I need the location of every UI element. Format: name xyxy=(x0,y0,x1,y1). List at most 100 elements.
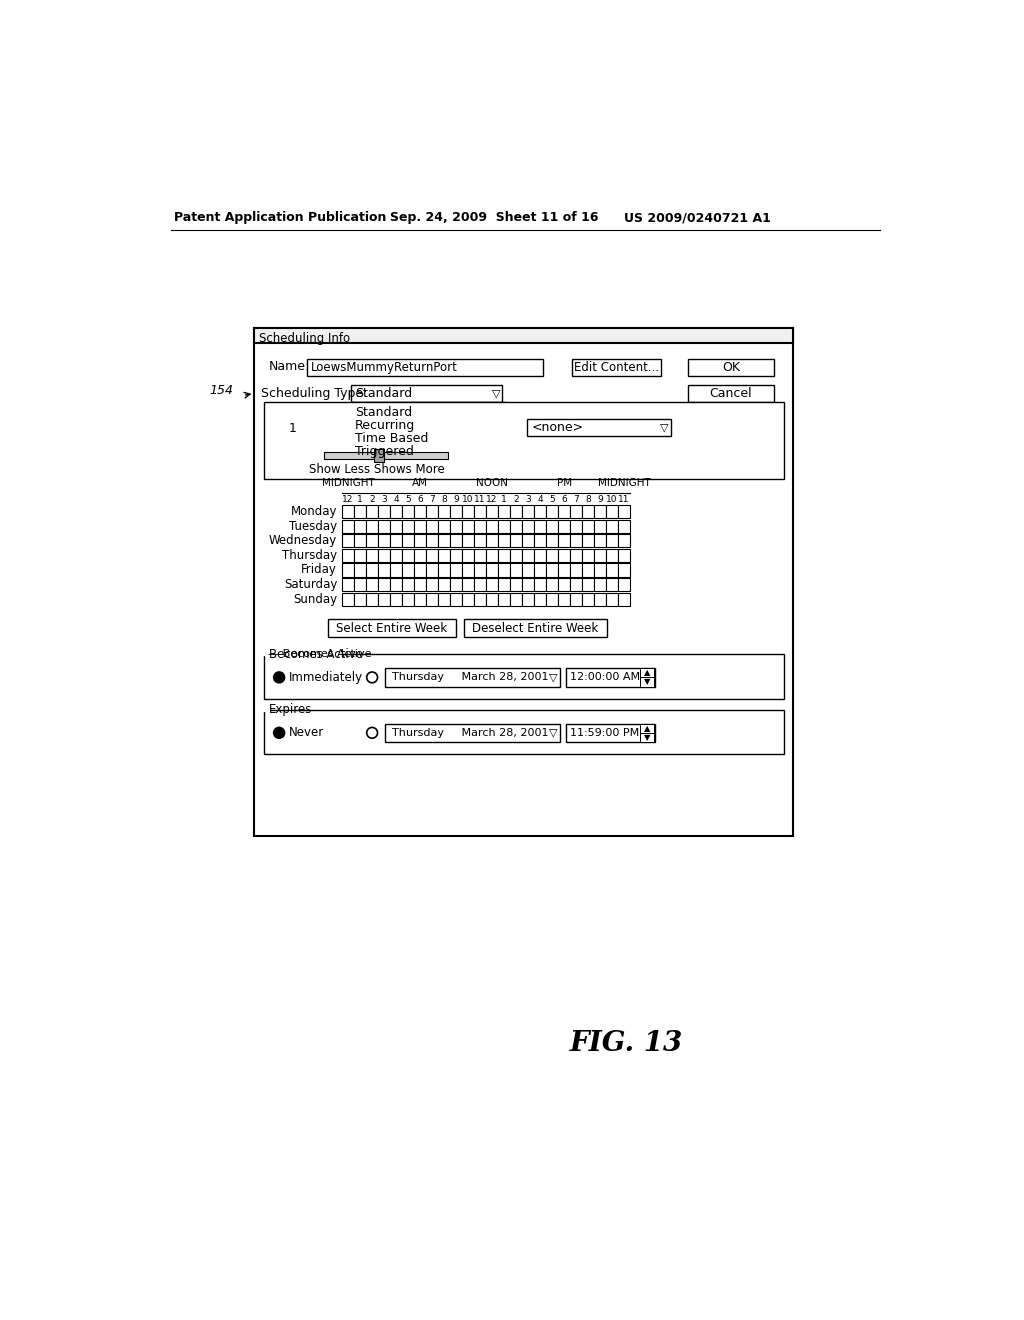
Text: 154: 154 xyxy=(209,384,233,397)
Bar xyxy=(414,564,426,577)
Text: US 2009/0240721 A1: US 2009/0240721 A1 xyxy=(624,211,771,224)
Bar xyxy=(572,359,662,376)
Text: ▽: ▽ xyxy=(492,388,501,399)
Bar xyxy=(618,564,630,577)
Bar xyxy=(375,450,384,462)
Bar xyxy=(535,520,546,533)
Text: Time Based: Time Based xyxy=(355,432,428,445)
Text: 3: 3 xyxy=(381,495,387,504)
Text: PM: PM xyxy=(557,478,571,488)
Bar xyxy=(474,593,486,606)
Bar xyxy=(354,504,366,517)
Text: AM: AM xyxy=(412,478,428,488)
Bar xyxy=(438,504,450,517)
Bar xyxy=(583,549,594,562)
Bar xyxy=(390,504,402,517)
Bar xyxy=(570,549,583,562)
Bar xyxy=(426,520,438,533)
Bar xyxy=(402,535,414,548)
Bar xyxy=(606,564,618,577)
Bar xyxy=(486,504,498,517)
Bar xyxy=(426,578,438,591)
Bar xyxy=(462,593,474,606)
Text: NOON: NOON xyxy=(476,478,508,488)
Bar xyxy=(438,535,450,548)
Text: 6: 6 xyxy=(417,495,423,504)
Text: 4: 4 xyxy=(538,495,543,504)
Bar xyxy=(402,564,414,577)
Bar xyxy=(606,593,618,606)
Bar xyxy=(606,578,618,591)
Bar xyxy=(546,504,558,517)
Bar xyxy=(583,535,594,548)
Text: 9: 9 xyxy=(454,495,459,504)
Text: ▲: ▲ xyxy=(644,723,650,733)
Bar xyxy=(522,593,535,606)
Bar xyxy=(618,520,630,533)
Bar xyxy=(510,535,522,548)
Bar xyxy=(527,418,671,436)
Bar xyxy=(522,564,535,577)
Bar xyxy=(558,504,570,517)
Bar xyxy=(366,549,378,562)
Bar xyxy=(535,504,546,517)
Bar xyxy=(583,593,594,606)
Bar xyxy=(474,564,486,577)
Bar xyxy=(618,549,630,562)
Bar xyxy=(438,520,450,533)
Text: 3: 3 xyxy=(525,495,531,504)
Bar xyxy=(450,535,462,548)
Bar xyxy=(546,564,558,577)
Bar xyxy=(462,549,474,562)
Bar xyxy=(535,535,546,548)
Bar xyxy=(307,359,544,376)
Bar xyxy=(414,504,426,517)
Circle shape xyxy=(276,675,282,680)
Bar xyxy=(426,564,438,577)
Text: Tuesday: Tuesday xyxy=(289,520,337,532)
Bar xyxy=(640,733,654,742)
Bar xyxy=(583,504,594,517)
Bar xyxy=(366,504,378,517)
Bar xyxy=(510,520,522,533)
Text: Shows More: Shows More xyxy=(375,463,445,477)
Bar xyxy=(510,578,522,591)
Bar xyxy=(354,578,366,591)
Bar xyxy=(402,520,414,533)
Bar xyxy=(342,549,354,562)
Bar xyxy=(366,564,378,577)
Bar xyxy=(390,520,402,533)
Text: Saturday: Saturday xyxy=(284,578,337,591)
Bar xyxy=(390,578,402,591)
Bar xyxy=(426,504,438,517)
Bar xyxy=(522,549,535,562)
Bar xyxy=(414,520,426,533)
Text: Scheduling Type:: Scheduling Type: xyxy=(260,387,367,400)
Text: Standard: Standard xyxy=(355,387,413,400)
Bar xyxy=(566,668,655,686)
Bar xyxy=(546,549,558,562)
Bar xyxy=(426,535,438,548)
Text: Thursday     March 28, 2001: Thursday March 28, 2001 xyxy=(391,672,548,682)
Circle shape xyxy=(273,672,285,682)
Bar xyxy=(450,520,462,533)
Bar xyxy=(462,520,474,533)
Bar xyxy=(426,593,438,606)
Text: Thursday: Thursday xyxy=(283,549,337,562)
Circle shape xyxy=(276,730,282,735)
Bar xyxy=(486,520,498,533)
Bar xyxy=(583,520,594,533)
Bar xyxy=(263,710,783,755)
Bar xyxy=(618,593,630,606)
Bar xyxy=(486,578,498,591)
Bar xyxy=(498,504,510,517)
Bar xyxy=(606,535,618,548)
Bar xyxy=(594,593,606,606)
Bar xyxy=(594,564,606,577)
Text: 7: 7 xyxy=(573,495,579,504)
Text: Immediately: Immediately xyxy=(289,671,362,684)
Text: Standard: Standard xyxy=(355,407,413,418)
Bar xyxy=(402,593,414,606)
Bar xyxy=(354,520,366,533)
Text: Cancel: Cancel xyxy=(710,387,753,400)
